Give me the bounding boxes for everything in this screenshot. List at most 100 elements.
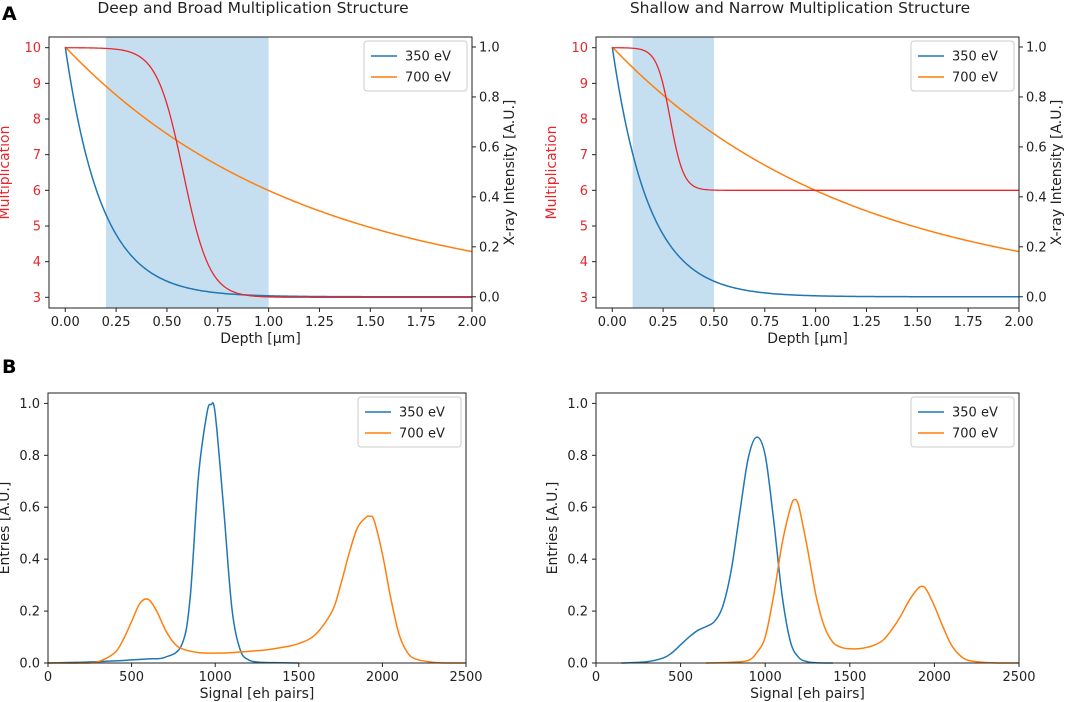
- chart-a-left-line-700ev: [64, 46, 473, 253]
- chart-a-left-y2tick-label: 0.2: [479, 240, 500, 255]
- chart-b-right-ylabel: Entries [A.U.]: [545, 482, 561, 575]
- chart-b-left-line-700ev: [47, 515, 467, 664]
- chart-b-left-legend-label-350ev: 350 eV: [399, 406, 445, 421]
- chart-a-left-title: Deep and Broad Multiplication Structure: [97, 0, 408, 17]
- chart-b-left-ytick-label: 0.6: [19, 501, 40, 516]
- chart-a-right-xtick-label: 0.50: [699, 315, 728, 330]
- panel-label-a: A: [2, 3, 17, 25]
- chart-b-left-xtick-label: 0: [44, 670, 52, 685]
- chart-b-right-xtick-label: 1500: [833, 670, 866, 685]
- chart-a-right-line-350ev: [611, 46, 1019, 298]
- chart-b-right-xtick-label: 1000: [749, 670, 782, 685]
- chart-a-right-ytick-label: 9: [580, 77, 588, 92]
- chart-a-right-ytick-label: 5: [580, 219, 588, 234]
- chart-a-left-xtick-label: 0.75: [203, 315, 232, 330]
- chart-a-left-y2tick-label: 0.0: [479, 290, 500, 305]
- chart-a-right-y2label: X-ray Intensity [A.U.]: [1049, 100, 1065, 246]
- chart-b-right-xtick-label: 2500: [1002, 670, 1035, 685]
- chart-b-left-ytick-label: 1.0: [19, 397, 40, 412]
- chart-b-right-plot-frame: [595, 392, 1020, 664]
- chart-a-left-ytick-label: 10: [24, 41, 41, 56]
- chart-a-right-xtick-label: 2.00: [1005, 315, 1034, 330]
- chart-a-left-y2tick-label: 0.8: [479, 90, 500, 105]
- chart-a-left-shaded-region: [105, 37, 269, 308]
- chart-a-left-ytick-label: 5: [33, 219, 41, 234]
- chart-b-right-ytick-label: 0.6: [567, 501, 588, 516]
- chart-a-right-ytick-label: 7: [580, 148, 588, 163]
- chart-a-right-xtick-label: 1.50: [903, 315, 932, 330]
- chart-b-right-ytick-label: 0.8: [567, 449, 588, 464]
- chart-a-right-y2tick-label: 0.0: [1026, 290, 1047, 305]
- chart-a-left-chart: 0.00 0.25 0.50 0.75 1.00 1.25 1.50 1.75 2.00 3 4 5 6…: [0, 36, 518, 347]
- chart-a-right-ytick-label: 6: [580, 184, 588, 199]
- chart-b-left-xtick-label: 2000: [366, 670, 399, 685]
- chart-a-left-xtick-label: 0.00: [51, 315, 80, 330]
- chart-b-left-xlabel: Signal [eh pairs]: [200, 686, 315, 702]
- chart-b-left-ytick-label: 0.2: [19, 605, 40, 620]
- chart-a-right-xtick-label: 0.25: [649, 315, 678, 330]
- chart-a-left-y2tick-label: 1.0: [479, 40, 500, 55]
- chart-a-right-y2tick-label: 0.8: [1026, 90, 1047, 105]
- chart-b-left-legend-box: [357, 396, 462, 448]
- chart-a-left-y2tick-label: 0.4: [479, 190, 500, 205]
- chart-b-right-xtick-label: 2000: [918, 670, 951, 685]
- chart-a-right-xtick-label: 1.25: [852, 315, 881, 330]
- chart-a-right-legend-label-350ev: 350 eV: [952, 50, 998, 65]
- chart-a-left-y2label: X-ray Intensity [A.U.]: [502, 100, 518, 246]
- chart-b-left-ytick-label: 0.4: [19, 553, 40, 568]
- chart-a-right-shaded-region: [632, 37, 714, 308]
- chart-a-left-legend-box: [363, 40, 468, 92]
- chart-a-left-plot-frame: [48, 36, 473, 309]
- chart-a-left-xtick-label: 1.25: [305, 315, 334, 330]
- panel-label-b: B: [2, 356, 16, 378]
- chart-a-left-xtick-label: 0.50: [152, 315, 181, 330]
- chart-b-right-legend-label-700ev: 700 eV: [952, 427, 998, 442]
- chart-a-right-xtick-label: 0.75: [750, 315, 779, 330]
- chart-b-right-ytick-label: 1.0: [567, 397, 588, 412]
- chart-b-right-xtick-label: 0: [592, 670, 600, 685]
- chart-a-left-y2tick-label: 0.6: [479, 140, 500, 155]
- chart-a-left-ytick-label: 4: [33, 255, 41, 270]
- chart-a-left-multiplication-line: [65, 47, 472, 298]
- chart-b-right-legend-box: [910, 396, 1015, 448]
- chart-b-left-chart: 0 500 1000 1500 2000 2500 0.0 0.2 0.4 0.6 0.8 1.0 Si…: [0, 392, 483, 702]
- chart-b-left-xtick-label: 500: [119, 670, 144, 685]
- chart-b-right-legend-label-350ev: 350 eV: [952, 406, 998, 421]
- chart-a-left-ytick-label: 3: [33, 291, 41, 306]
- chart-a-right-ytick-label: 3: [580, 291, 588, 306]
- chart-a-right-multiplication-line: [612, 47, 1019, 191]
- chart-a-left-xtick-label: 2.00: [458, 315, 487, 330]
- chart-a-right-y2tick-label: 1.0: [1026, 40, 1047, 55]
- chart-a-right-ytick-label: 10: [571, 41, 588, 56]
- chart-b-left-legend-label-700ev: 700 eV: [399, 427, 445, 442]
- chart-a-left-xtick-label: 1.00: [254, 315, 283, 330]
- chart-a-left-xtick-label: 0.25: [102, 315, 131, 330]
- chart-b-left-plot-frame: [47, 392, 467, 664]
- chart-a-right-xtick-label: 1.00: [801, 315, 830, 330]
- chart-a-left-ytick-label: 6: [33, 184, 41, 199]
- chart-a-right-legend-label-700ev: 700 eV: [952, 71, 998, 86]
- chart-b-right-ytick-label: 0.0: [567, 657, 588, 672]
- chart-b-right-xlabel: Signal [eh pairs]: [750, 686, 865, 702]
- chart-a-right-ylabel: Multiplication: [544, 126, 560, 220]
- charts-container: 0.00 0.25 0.50 0.75 1.00 1.25 1.50 1.75 2.003456…: [0, 36, 1065, 702]
- chart-a-left-xtick-label: 1.75: [407, 315, 436, 330]
- chart-a-right-ytick-label: 8: [580, 113, 588, 128]
- chart-a-right-y2tick-label: 0.4: [1026, 190, 1047, 205]
- chart-a-right-title: Shallow and Narrow Multiplication Struct…: [630, 0, 970, 17]
- chart-b-left-xtick-label: 2500: [449, 670, 482, 685]
- chart-b-right-line-700ev: [705, 498, 1020, 664]
- chart-a-right-chart: 0.00 0.25 0.50 0.75 1.00 1.25 1.50 1.75 2.00 3 4 5 6…: [544, 36, 1065, 347]
- chart-b-left-ytick-label: 0.8: [19, 449, 40, 464]
- chart-a-left-ylabel: Multiplication: [0, 126, 13, 220]
- chart-a-left-legend-label-350ev: 350 eV: [405, 50, 451, 65]
- chart-a-left-xlabel: Depth [μm]: [220, 331, 301, 347]
- chart-a-left-legend-label-700ev: 700 eV: [405, 71, 451, 86]
- chart-a-left-ytick-label: 9: [33, 77, 41, 92]
- chart-b-right-ytick-label: 0.2: [567, 605, 588, 620]
- chart-b-right-ytick-label: 0.4: [567, 553, 588, 568]
- chart-a-left-ytick-label: 7: [33, 148, 41, 163]
- chart-b-right-line-350ev: [621, 436, 833, 664]
- chart-b-left-ytick-label: 0.0: [19, 657, 40, 672]
- chart-a-right-xtick-label: 0.00: [598, 315, 627, 330]
